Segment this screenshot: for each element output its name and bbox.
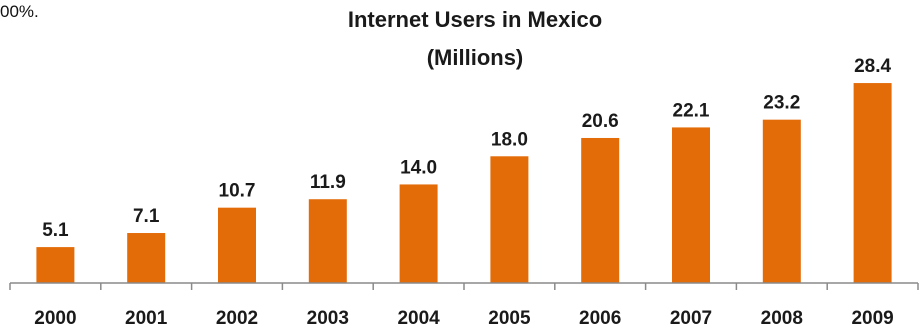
x-tick-label-2005: 2005	[488, 308, 531, 329]
x-tick-label-2003: 2003	[307, 308, 349, 329]
x-tick-label-2009: 2009	[851, 308, 893, 329]
x-tick-label-2001: 2001	[125, 308, 168, 329]
x-tick-label-2006: 2006	[579, 308, 621, 329]
bar-2007	[672, 127, 710, 283]
data-label-2005: 18.0	[491, 129, 528, 150]
bar-2006	[581, 137, 620, 283]
bar-2001	[127, 233, 166, 283]
x-tick-label-2002: 2002	[216, 308, 258, 329]
bar-2009	[853, 83, 892, 283]
data-label-2007: 22.1	[673, 100, 710, 121]
chart-title: Internet Users in Mexico	[347, 7, 603, 32]
data-label-2001: 7.1	[133, 206, 160, 227]
bar-2002	[218, 207, 256, 283]
bar-2000	[36, 247, 75, 283]
data-label-2008: 23.2	[763, 93, 800, 114]
bar-2008	[762, 119, 801, 283]
x-tick-label-2000: 2000	[34, 308, 76, 329]
chart-subtitle: (Millions)	[426, 45, 524, 70]
data-label-2002: 10.7	[219, 181, 256, 202]
bar-2004	[399, 184, 438, 283]
truncated-text-fragment: 00%.	[0, 2, 39, 21]
x-tick-label-2007: 2007	[670, 308, 712, 329]
x-tick-label-2008: 2008	[761, 308, 803, 329]
data-label-2003: 11.9	[310, 172, 346, 193]
data-label-2000: 5.1	[42, 220, 69, 241]
bar-2005	[490, 156, 529, 283]
x-tick-label-2004: 2004	[397, 308, 440, 329]
data-label-2006: 20.6	[582, 111, 619, 132]
bar-2003	[308, 199, 347, 283]
data-label-2009: 28.4	[854, 56, 891, 77]
data-label-2004: 14.0	[400, 157, 437, 178]
